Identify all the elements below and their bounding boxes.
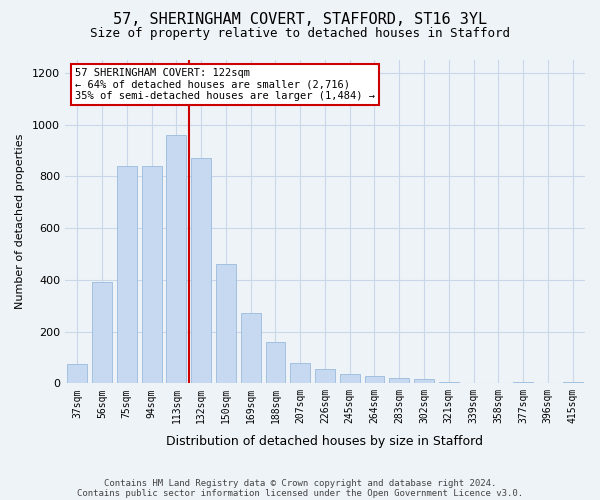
Bar xyxy=(315,369,335,384)
Bar xyxy=(340,374,359,384)
Bar xyxy=(266,342,286,384)
Bar xyxy=(389,378,409,384)
Bar xyxy=(142,166,161,384)
Bar xyxy=(365,376,385,384)
Text: Contains HM Land Registry data © Crown copyright and database right 2024.: Contains HM Land Registry data © Crown c… xyxy=(104,478,496,488)
Y-axis label: Number of detached properties: Number of detached properties xyxy=(15,134,25,310)
Bar xyxy=(166,135,186,384)
Bar xyxy=(241,314,260,384)
X-axis label: Distribution of detached houses by size in Stafford: Distribution of detached houses by size … xyxy=(166,434,484,448)
Bar xyxy=(117,166,137,384)
Bar xyxy=(290,362,310,384)
Text: Contains public sector information licensed under the Open Government Licence v3: Contains public sector information licen… xyxy=(77,488,523,498)
Bar xyxy=(563,382,583,384)
Bar xyxy=(439,382,458,384)
Bar xyxy=(216,264,236,384)
Text: Size of property relative to detached houses in Stafford: Size of property relative to detached ho… xyxy=(90,28,510,40)
Bar xyxy=(414,380,434,384)
Bar xyxy=(191,158,211,384)
Bar xyxy=(67,364,87,384)
Bar xyxy=(92,282,112,384)
Text: 57, SHERINGHAM COVERT, STAFFORD, ST16 3YL: 57, SHERINGHAM COVERT, STAFFORD, ST16 3Y… xyxy=(113,12,487,28)
Text: 57 SHERINGHAM COVERT: 122sqm
← 64% of detached houses are smaller (2,716)
35% of: 57 SHERINGHAM COVERT: 122sqm ← 64% of de… xyxy=(76,68,376,102)
Bar xyxy=(513,382,533,384)
